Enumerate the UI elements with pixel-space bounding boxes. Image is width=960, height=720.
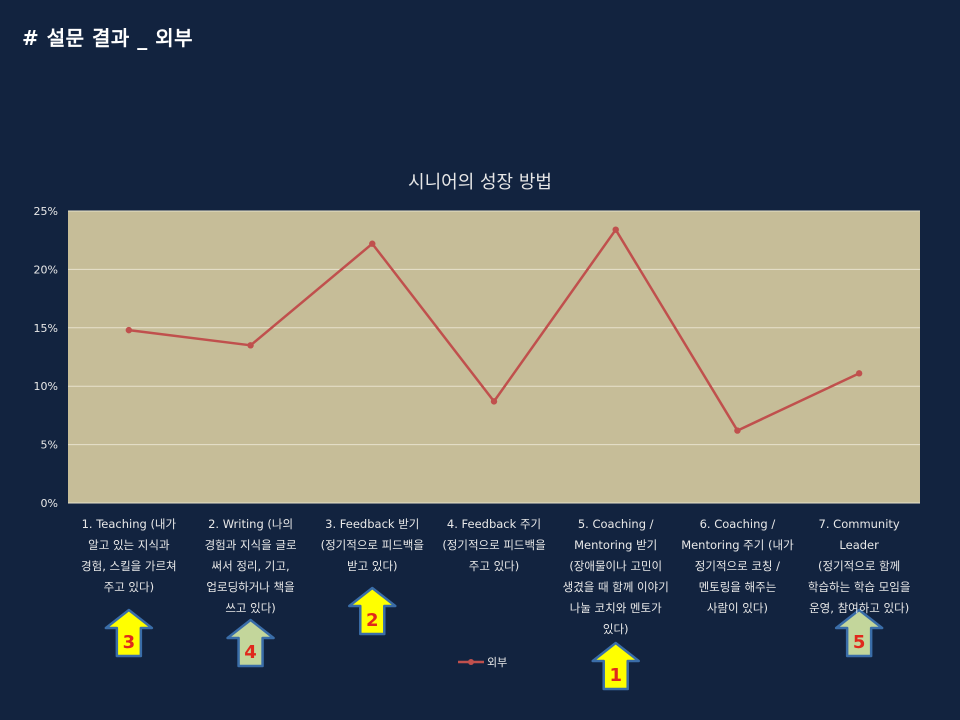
x-tick-label-line: 6. Coaching /	[699, 517, 776, 531]
page-title: # 설문 결과 _ 외부	[22, 26, 194, 50]
y-tick-label: 0%	[41, 497, 58, 510]
x-tick-label-line: 주고 있다)	[103, 580, 155, 594]
x-tick-label-line: 주고 있다)	[468, 559, 520, 573]
x-tick-label-line: 7. Community Leader	[818, 517, 900, 552]
plot-area	[68, 211, 920, 503]
x-tick-label-line: 정기적으로 코칭 /	[694, 559, 781, 573]
y-tick-label: 5%	[41, 439, 58, 452]
x-tick-label-line: (정기적으로 피드백을	[442, 538, 546, 552]
legend-label: 외부	[487, 656, 508, 669]
data-point	[125, 326, 133, 334]
y-tick-label: 25%	[34, 205, 58, 218]
x-tick-label-line: 나눌 코치와 멘토가	[569, 601, 662, 615]
x-tick-label-line: 알고 있는 지식과	[88, 538, 170, 552]
rank-number: 4	[244, 642, 257, 663]
x-tick-label-line: 받고 있다)	[347, 559, 398, 573]
rank-number: 3	[123, 632, 136, 653]
rank-arrow-icon	[348, 586, 397, 636]
rank-arrow-icon	[104, 608, 154, 658]
x-tick-label-line: 업로딩하거나 책을	[206, 580, 295, 594]
legend-swatch	[458, 659, 484, 665]
x-tick-label-line: 1. Teaching (내가	[81, 517, 177, 531]
rank-arrow-icon	[226, 618, 275, 668]
rank-arrow-icon	[591, 641, 640, 691]
x-tick-label-line: 생겼을 때 함께 이야기	[562, 580, 669, 594]
data-point	[612, 226, 619, 233]
chart-title: 시니어의 성장 방법	[408, 172, 552, 193]
data-point	[490, 398, 498, 405]
x-tick-label-line: Mentoring 받기	[574, 538, 658, 552]
data-point	[369, 240, 376, 247]
data-point	[247, 342, 254, 349]
x-tick-label-line: 학습하는 학습 모임을	[807, 580, 911, 594]
x-tick-label-line: (정기적으로 함께	[818, 559, 901, 573]
y-tick-label: 10%	[34, 380, 58, 393]
data-point	[734, 427, 741, 434]
x-tick-label-line: Mentoring 주기 (내가	[681, 538, 794, 552]
data-point	[855, 370, 863, 377]
x-tick-label-line: (정기적으로 피드백을	[320, 538, 424, 552]
rank-number: 1	[609, 665, 622, 686]
x-tick-label-line: 멘토링을 해주는	[698, 580, 777, 594]
x-tick-label-line: 쓰고 있다)	[225, 601, 276, 615]
x-tick-label-line: 운영, 참여하고 있다)	[809, 601, 910, 615]
x-tick-label-line: 5. Coaching /	[577, 517, 654, 531]
x-tick-label-line: 4. Feedback 주기	[446, 517, 542, 531]
rank-number: 5	[853, 632, 866, 653]
x-tick-label-line: (장애물이나 고민이	[569, 559, 663, 573]
x-tick-label-line: 사람이 있다)	[706, 601, 768, 615]
y-tick-label: 15%	[34, 322, 58, 335]
x-tick-label-line: 써서 정리, 기고,	[211, 559, 290, 573]
y-tick-label: 20%	[34, 263, 58, 276]
legend: 외부	[458, 654, 507, 670]
x-tick-label-line: 있다)	[602, 622, 629, 636]
x-tick-label-line: 2. Writing (나의	[208, 517, 294, 531]
x-tick-label-line: 3. Feedback 받기	[325, 517, 420, 531]
x-tick-label-line: 경험과 지식을 글로	[204, 538, 297, 552]
x-tick-label-line: 경험, 스킬을 가르쳐	[81, 559, 177, 573]
rank-number: 2	[366, 610, 379, 631]
rank-arrow-icon	[834, 608, 884, 658]
